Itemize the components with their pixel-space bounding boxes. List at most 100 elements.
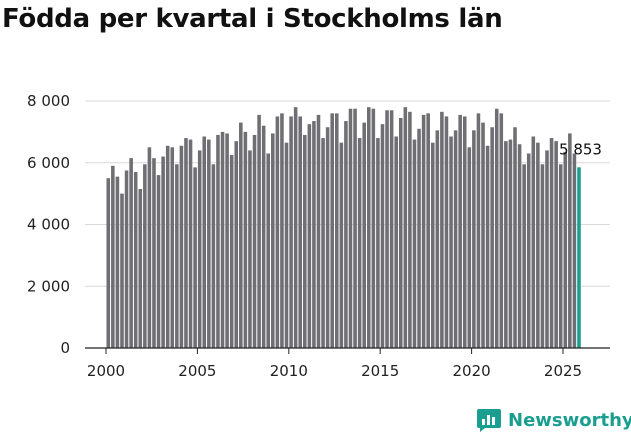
bar-q94 (531, 136, 536, 348)
bar-q49 (325, 127, 330, 349)
bar-q50 (330, 113, 334, 348)
bar-q59 (371, 108, 376, 348)
bar-q48 (321, 138, 325, 348)
bar-q86 (494, 108, 499, 348)
last-value-annotation: 5 853 (559, 140, 602, 158)
bar-q53 (344, 121, 348, 348)
bar-q37 (271, 133, 275, 348)
bar-q82 (476, 113, 481, 348)
bar-q17 (179, 145, 184, 348)
bar-q63 (389, 110, 394, 348)
bar-q54 (348, 108, 353, 348)
bar-q84 (485, 145, 490, 348)
bar-q41 (289, 116, 293, 348)
bar-q64 (394, 136, 398, 348)
bar-q80 (467, 147, 472, 348)
bar-q9 (143, 164, 147, 348)
bar-q74 (440, 111, 444, 348)
bar-q81 (472, 130, 476, 348)
bar-q55 (353, 108, 357, 348)
bar-q33 (252, 134, 257, 348)
bar-q88 (504, 141, 508, 348)
bar-q68 (412, 139, 417, 348)
bar-q46 (312, 121, 316, 348)
bar-q73 (435, 130, 440, 348)
bar-q71 (426, 113, 430, 348)
bar-q97 (545, 150, 549, 348)
bar-q13 (161, 156, 165, 348)
bar-q16 (175, 164, 179, 348)
bar-q56 (357, 138, 362, 348)
bar-q25 (216, 134, 220, 348)
bar-q57 (362, 122, 366, 348)
bar-q5 (124, 170, 129, 348)
bar-q12 (156, 175, 161, 348)
bar-q18 (184, 138, 188, 348)
y-tick-label: 6 000 (27, 154, 70, 172)
bar-q75 (444, 116, 449, 348)
bar-q52 (339, 142, 344, 348)
chart-logo-icon (477, 409, 501, 432)
bar-q45 (307, 124, 312, 348)
bar-q11 (152, 158, 156, 348)
x-tick-label: 2025 (544, 362, 582, 380)
bar-q24 (211, 164, 216, 348)
bar-q62 (385, 110, 389, 348)
bar-q7 (133, 172, 138, 348)
bar-q4 (120, 193, 124, 349)
bar-q28 (229, 155, 234, 348)
bar-q29 (234, 141, 239, 348)
y-tick-label: 4 000 (27, 216, 70, 234)
bar-q1 (106, 178, 111, 348)
bar-q100 (558, 164, 563, 348)
bar-q95 (536, 142, 540, 348)
bar-q23 (207, 139, 211, 348)
bar-q103 (572, 153, 577, 348)
newsworthy-brand: Newsworthy (476, 407, 631, 433)
bar-q87 (499, 113, 504, 348)
x-tick-label: 2020 (453, 362, 491, 380)
bar-q40 (284, 142, 289, 348)
bar-q85 (490, 127, 494, 349)
brand-name: Newsworthy (508, 409, 631, 431)
bar-q47 (316, 114, 321, 348)
bar-q79 (462, 116, 467, 348)
bar-q83 (481, 122, 485, 348)
bar-q104 (577, 167, 581, 348)
bar-q20 (193, 167, 197, 348)
bar-q98 (549, 138, 554, 348)
bar-q6 (129, 158, 133, 348)
bar-q21 (197, 150, 202, 348)
bar-q2 (111, 165, 115, 348)
tick-labels: 0 2 000 4 000 6 000 8 000 2000 2005 2010 2015 202… (27, 92, 602, 380)
bar-q36 (266, 153, 271, 348)
bar-q31 (243, 131, 248, 349)
bar-q34 (257, 114, 261, 348)
bar-q30 (239, 122, 243, 348)
bar-q32 (248, 150, 252, 348)
bar-q92 (522, 164, 526, 348)
bar-q19 (188, 139, 193, 348)
bar-q8 (138, 188, 143, 348)
bar-q58 (366, 107, 371, 349)
bar-q102 (568, 133, 572, 348)
bar-q22 (202, 136, 207, 348)
bar-q72 (430, 142, 435, 348)
bars (106, 107, 581, 349)
bar-q61 (380, 124, 385, 348)
bar-q99 (554, 141, 558, 348)
bar-q38 (275, 116, 280, 348)
bar-q35 (261, 125, 266, 348)
bar-q76 (449, 136, 453, 348)
bar-q101 (563, 151, 568, 348)
bar-q14 (165, 145, 170, 348)
chart-title: Födda per kvartal i Stockholms län (2, 4, 503, 34)
bar-q44 (303, 134, 307, 348)
bar-q78 (458, 114, 462, 348)
axes (85, 347, 610, 354)
x-tick-label: 2015 (361, 362, 399, 380)
bar-q65 (398, 117, 403, 348)
y-tick-label: 0 (60, 339, 70, 357)
bar-q67 (408, 111, 412, 348)
